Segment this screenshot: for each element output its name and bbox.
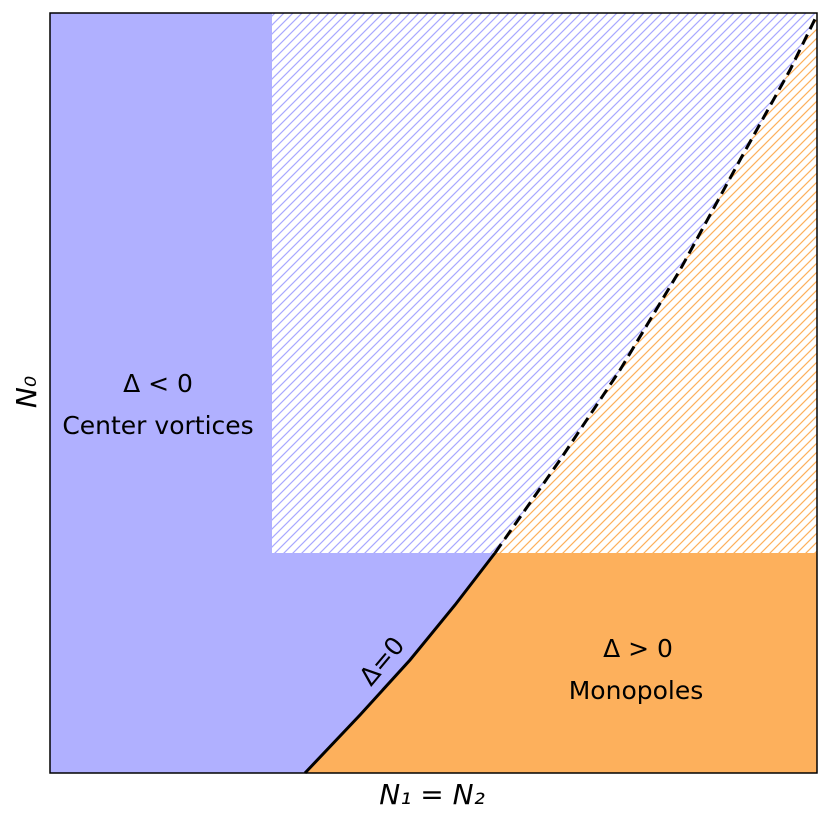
y-axis-label: N₀ (10, 376, 43, 408)
monopole-region (305, 15, 817, 773)
boundary-dashed (493, 14, 819, 554)
region-symbol: Δ < 0 (123, 369, 193, 398)
region-label: Center vortices (62, 411, 253, 440)
hatched-region (272, 13, 817, 553)
region-symbol: Δ > 0 (603, 634, 673, 663)
region-label: Monopoles (569, 676, 704, 705)
plot-frame (49, 12, 818, 774)
x-axis-label: N₁ = N₂ (379, 778, 485, 811)
boundary-solid (303, 552, 497, 775)
